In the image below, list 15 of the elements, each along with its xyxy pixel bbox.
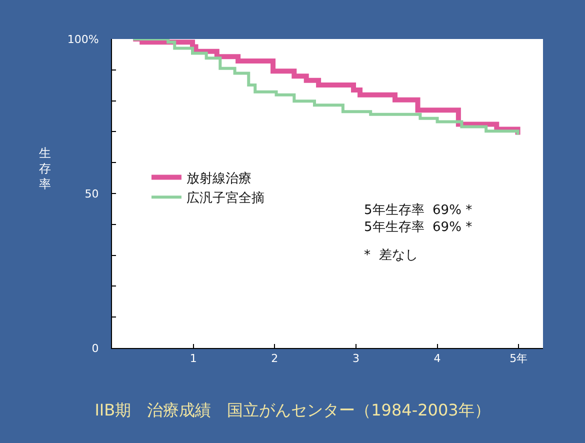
x-tick-label: 3 <box>352 352 360 366</box>
x-tick-label: 1 <box>190 352 197 366</box>
text: IIB期 治療成績 国立がんセンター（1984-2003年） <box>94 400 490 420</box>
x-tick-label: 4 <box>434 352 441 366</box>
annotation: 5年生存率 69% * <box>364 202 473 218</box>
y-tick-label: 0 <box>92 342 99 355</box>
legend-label: 広汎子宮全摘 <box>186 190 264 206</box>
y-tick-label: 100% <box>67 32 99 46</box>
x-tick-label: 5年 <box>510 352 528 366</box>
y-tick-label: 50 <box>84 187 99 200</box>
legend-label: 放射線治療 <box>186 171 252 186</box>
annotation: * 差なし <box>364 248 418 263</box>
x-tick-label: 2 <box>271 352 278 366</box>
y-axis-title: 生存率 <box>39 146 51 192</box>
annotation: 5年生存率 69% * <box>364 219 473 235</box>
